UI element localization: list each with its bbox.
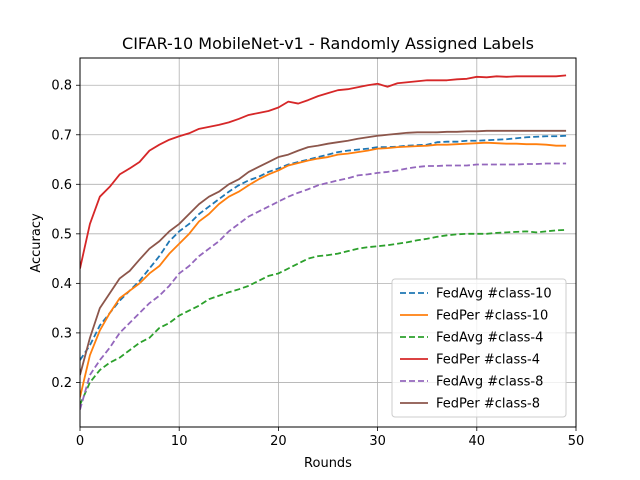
y-tick-label: 0.5 (51, 227, 72, 242)
y-tick-label: 0.7 (51, 128, 72, 143)
plot-frame (79, 57, 577, 428)
y-tick-label: 0.4 (51, 277, 72, 292)
y-tick-label: 0.2 (51, 376, 72, 391)
series-line (80, 129, 567, 376)
series-group (80, 74, 567, 410)
legend-label: FedAvg #class-4 (436, 331, 543, 346)
y-tick-label: 0.6 (51, 178, 72, 193)
legend-label: FedPer #class-8 (436, 397, 540, 412)
legend-box (391, 278, 567, 418)
series-line (80, 74, 567, 269)
legend-label: FedAvg #class-10 (436, 287, 552, 302)
y-axis-label: Accuracy (29, 213, 44, 273)
x-tick-label: 50 (568, 434, 585, 449)
plot-lines (80, 74, 567, 410)
legend: FedAvg #class-10 FedPer #class-10 FedAvg #… (391, 278, 567, 418)
chart-title: CIFAR-10 MobileNet-v1 - Randomly Assigne… (122, 34, 534, 53)
x-tick-label: 20 (270, 434, 287, 449)
series-line (80, 162, 567, 410)
axis-ticks: 0 10 20 30 40 50 0.2 0.3 0.4 0.5 0.6 0.7 0.8 (51, 79, 584, 449)
series-line (80, 141, 567, 398)
y-tick-label: 0.8 (51, 79, 72, 94)
x-tick-label: 30 (369, 434, 386, 449)
x-tick-label: 40 (469, 434, 486, 449)
legend-label: FedPer #class-4 (436, 353, 540, 368)
series-line (80, 228, 567, 406)
legend-label: FedAvg #class-8 (436, 375, 543, 390)
y-tick-label: 0.3 (51, 326, 72, 341)
x-tick-label: 0 (76, 434, 84, 449)
x-axis-label: Rounds (304, 456, 352, 471)
x-tick-label: 10 (171, 434, 188, 449)
series-line (80, 134, 567, 361)
legend-label: FedPer #class-10 (436, 309, 548, 324)
